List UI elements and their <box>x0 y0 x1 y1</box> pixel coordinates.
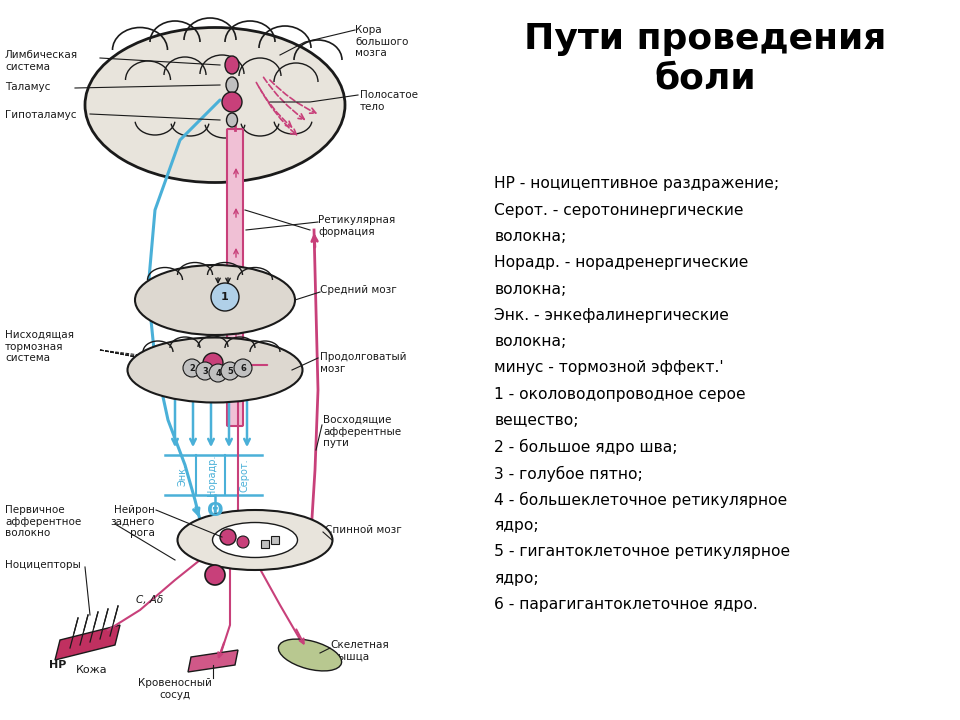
Text: НР - ноцицептивное раздражение;: НР - ноцицептивное раздражение; <box>494 176 780 192</box>
Text: 5 - гигантоклеточное ретикулярное: 5 - гигантоклеточное ретикулярное <box>494 544 790 559</box>
Ellipse shape <box>135 265 295 335</box>
Text: Θ: Θ <box>206 500 224 520</box>
Polygon shape <box>188 650 238 672</box>
Ellipse shape <box>85 27 345 182</box>
Text: Энк.: Энк. <box>178 464 188 486</box>
Circle shape <box>211 283 239 311</box>
Text: 6 - парагигантоклеточное ядро.: 6 - парагигантоклеточное ядро. <box>494 597 758 612</box>
Text: Серот. - серотонинергические: Серот. - серотонинергические <box>494 203 744 217</box>
Text: 2 - большое ядро шва;: 2 - большое ядро шва; <box>494 439 678 455</box>
Text: 2: 2 <box>189 364 195 372</box>
Text: Пути проведения
боли: Пути проведения боли <box>524 22 887 95</box>
Text: Первичное
афферентное
волокно: Первичное афферентное волокно <box>5 505 82 539</box>
Circle shape <box>183 359 201 377</box>
Text: Нисходящая
тормозная
система: Нисходящая тормозная система <box>5 330 74 363</box>
Ellipse shape <box>225 56 239 74</box>
Ellipse shape <box>178 510 332 570</box>
Text: Серот.: Серот. <box>239 458 249 492</box>
Text: волокна;: волокна; <box>494 282 566 297</box>
Text: 3: 3 <box>203 366 208 376</box>
Text: 4 - большеклеточное ретикулярное: 4 - большеклеточное ретикулярное <box>494 492 787 508</box>
FancyBboxPatch shape <box>261 540 269 548</box>
Ellipse shape <box>212 523 298 557</box>
Text: Норадр.: Норадр. <box>207 454 217 496</box>
Text: C, Aδ: C, Aδ <box>136 595 163 605</box>
Circle shape <box>209 364 227 382</box>
Circle shape <box>203 353 223 373</box>
Circle shape <box>222 92 242 112</box>
Text: Восходящие
афферентные
пути: Восходящие афферентные пути <box>323 415 401 448</box>
Text: 6: 6 <box>240 364 246 372</box>
Text: Лимбическая
система: Лимбическая система <box>5 50 78 71</box>
Text: 4: 4 <box>215 369 221 377</box>
Text: вещество;: вещество; <box>494 413 579 428</box>
Circle shape <box>196 362 214 380</box>
Circle shape <box>237 536 249 548</box>
Text: Энк. - энкефалинергические: Энк. - энкефалинергические <box>494 308 730 323</box>
Ellipse shape <box>278 639 342 671</box>
FancyBboxPatch shape <box>227 129 243 426</box>
Text: Кора
большого
мозга: Кора большого мозга <box>355 25 408 58</box>
Ellipse shape <box>128 338 302 402</box>
Text: Полосатое
тело: Полосатое тело <box>360 90 418 112</box>
Text: Ноцицепторы: Ноцицепторы <box>5 560 81 570</box>
Text: 1: 1 <box>221 292 228 302</box>
Polygon shape <box>55 625 120 660</box>
Circle shape <box>221 362 239 380</box>
Text: волокна;: волокна; <box>494 229 566 244</box>
Text: НР: НР <box>49 660 66 670</box>
Text: минус - тормозной эффект.': минус - тормозной эффект.' <box>494 360 724 375</box>
Text: Нейрон
заднего
рога: Нейрон заднего рога <box>110 505 155 539</box>
Text: Скелетная
мышца: Скелетная мышца <box>330 640 389 662</box>
Ellipse shape <box>226 77 238 93</box>
Text: Таламус: Таламус <box>5 82 50 92</box>
Ellipse shape <box>227 113 237 127</box>
Text: Средний мозг: Средний мозг <box>320 285 396 295</box>
FancyBboxPatch shape <box>271 536 279 544</box>
Text: 3 - голубое пятно;: 3 - голубое пятно; <box>494 465 643 482</box>
Circle shape <box>220 529 236 545</box>
Text: Ретикулярная
формация: Ретикулярная формация <box>318 215 396 237</box>
Circle shape <box>205 565 225 585</box>
Text: волокна;: волокна; <box>494 334 566 349</box>
Text: 1 - околоводопроводное серое: 1 - околоводопроводное серое <box>494 387 746 402</box>
Text: Кровеносный
сосуд: Кровеносный сосуд <box>138 678 212 700</box>
Text: 5: 5 <box>228 366 233 376</box>
Text: Норадр. - норадренергические: Норадр. - норадренергические <box>494 256 749 270</box>
Text: Продолговатый
мозг: Продолговатый мозг <box>320 352 406 374</box>
Text: Гипоталамус: Гипоталамус <box>5 110 77 120</box>
Text: ядро;: ядро; <box>494 518 539 533</box>
Text: ядро;: ядро; <box>494 570 539 585</box>
Text: Кожа: Кожа <box>76 665 108 675</box>
Text: Спинной мозг: Спинной мозг <box>325 525 401 535</box>
Circle shape <box>234 359 252 377</box>
